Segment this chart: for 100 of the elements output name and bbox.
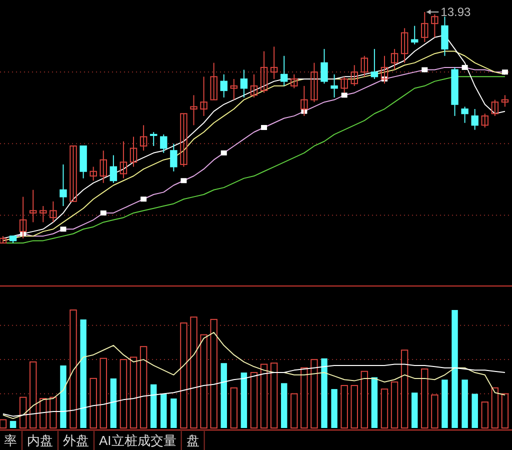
candlestick [370, 48, 378, 80]
point [261, 125, 268, 130]
bar [180, 322, 188, 428]
candlestick [350, 64, 358, 86]
bar [421, 368, 428, 428]
point [341, 92, 348, 98]
bar [501, 393, 509, 428]
point [100, 210, 106, 216]
bar [270, 362, 278, 428]
bar [200, 334, 208, 428]
candlestick [50, 200, 57, 223]
candlestick [431, 14, 438, 38]
candlestick [310, 62, 318, 103]
bar [442, 380, 448, 428]
candlestick [400, 28, 408, 64]
candlestick [170, 143, 178, 172]
candlestick [100, 150, 108, 184]
point [220, 150, 227, 156]
bar [160, 394, 167, 428]
candlestick [360, 55, 368, 78]
point [60, 226, 66, 232]
bar [220, 363, 227, 428]
candlestick [220, 74, 228, 98]
text: 内盘 [27, 433, 53, 448]
bar [19, 396, 27, 428]
bar [30, 361, 37, 428]
candlestick [270, 46, 278, 80]
bar [411, 392, 418, 428]
candlestick [60, 164, 67, 207]
bar [190, 316, 198, 428]
candlestick [200, 76, 208, 116]
bar [80, 319, 86, 428]
bar [70, 310, 77, 428]
candlestick [461, 106, 468, 124]
bar [210, 318, 218, 428]
bar [472, 394, 478, 428]
candlestick [160, 134, 168, 154]
bar [170, 398, 177, 428]
text: 外盘 [63, 433, 89, 448]
candlestick [390, 48, 398, 70]
bar [462, 380, 468, 428]
bar [0, 419, 7, 428]
text: 率 [4, 433, 17, 448]
candlestick [280, 55, 288, 86]
candlestick [441, 16, 448, 56]
bar [240, 372, 248, 428]
candlestick [40, 206, 47, 223]
bar [120, 359, 128, 428]
bar [321, 358, 328, 428]
bar [110, 378, 117, 428]
bar [230, 387, 238, 428]
bar [280, 383, 288, 428]
candlestick [230, 78, 238, 100]
point [502, 70, 508, 75]
bar [360, 370, 368, 428]
candlestick [260, 50, 268, 94]
candlestick [290, 74, 298, 89]
bar [90, 378, 97, 428]
bar [100, 358, 108, 428]
candlestick [410, 25, 418, 45]
candlestick [471, 108, 478, 130]
candlestick [501, 94, 509, 108]
bar [331, 389, 338, 428]
annotation: 13.93 [440, 5, 472, 19]
candlestick [120, 140, 128, 179]
candlestick [140, 124, 148, 152]
bar [40, 398, 47, 428]
text: AI立桩成交量 [99, 433, 176, 448]
candlestick [320, 48, 328, 84]
bar [350, 385, 358, 428]
bar [300, 367, 308, 428]
point [422, 67, 428, 72]
candlestick [30, 189, 37, 223]
bar [140, 346, 148, 428]
candlestick [330, 74, 338, 98]
bar [400, 350, 408, 428]
candlestick [210, 62, 218, 100]
candlestick [250, 74, 258, 98]
bar [491, 387, 499, 428]
candlestick [190, 94, 198, 126]
bar [481, 402, 488, 428]
bar [60, 365, 66, 428]
point [180, 178, 187, 184]
candlestick [240, 69, 248, 98]
bar [340, 385, 348, 428]
bar [260, 364, 268, 428]
point [462, 64, 468, 70]
bar [452, 310, 458, 428]
bar [310, 359, 318, 428]
point [140, 196, 147, 202]
bar [50, 396, 57, 428]
candlestick [481, 113, 488, 128]
bar [371, 377, 378, 428]
candlestick [180, 113, 188, 168]
candlestick [150, 132, 158, 146]
candlestick [491, 99, 499, 116]
bar [380, 388, 388, 428]
bar [431, 394, 438, 428]
bar [150, 384, 157, 428]
text: 盘 [186, 433, 200, 448]
